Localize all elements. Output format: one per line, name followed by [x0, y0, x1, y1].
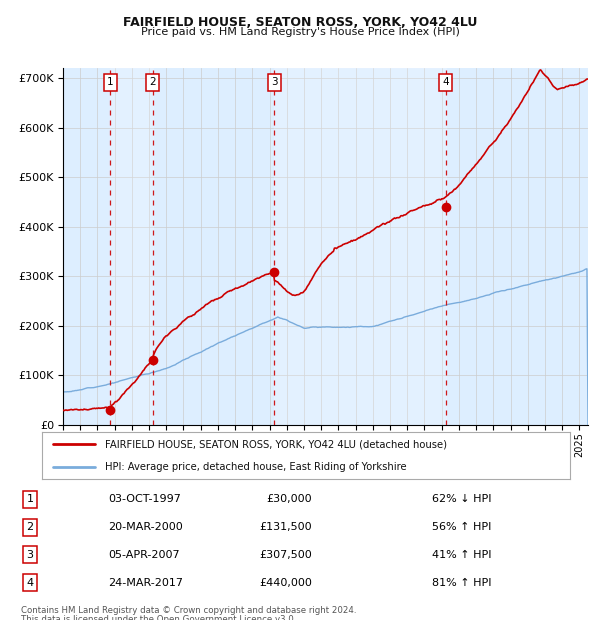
Text: 3: 3 [26, 550, 34, 560]
Text: £131,500: £131,500 [259, 522, 312, 532]
Text: £30,000: £30,000 [266, 494, 312, 504]
Text: 24-MAR-2017: 24-MAR-2017 [108, 578, 183, 588]
Bar [110, 68, 153, 425]
Text: Contains HM Land Registry data © Crown copyright and database right 2024.: Contains HM Land Registry data © Crown c… [21, 606, 356, 616]
Text: 2: 2 [149, 78, 156, 87]
Text: 1: 1 [26, 494, 34, 504]
Text: 05-APR-2007: 05-APR-2007 [108, 550, 179, 560]
Text: 3: 3 [271, 78, 278, 87]
Text: Price paid vs. HM Land Registry's House Price Index (HPI): Price paid vs. HM Land Registry's House … [140, 27, 460, 37]
Text: 2: 2 [26, 522, 34, 532]
Text: 03-OCT-1997: 03-OCT-1997 [108, 494, 181, 504]
Text: FAIRFIELD HOUSE, SEATON ROSS, YORK, YO42 4LU (detached house): FAIRFIELD HOUSE, SEATON ROSS, YORK, YO42… [106, 439, 448, 450]
Text: 4: 4 [442, 78, 449, 87]
Text: 81% ↑ HPI: 81% ↑ HPI [432, 578, 491, 588]
Text: 41% ↑ HPI: 41% ↑ HPI [432, 550, 491, 560]
Text: 62% ↓ HPI: 62% ↓ HPI [432, 494, 491, 504]
Text: 56% ↑ HPI: 56% ↑ HPI [432, 522, 491, 532]
Text: £307,500: £307,500 [259, 550, 312, 560]
Bar [274, 68, 446, 425]
Text: 1: 1 [107, 78, 113, 87]
Text: 20-MAR-2000: 20-MAR-2000 [108, 522, 183, 532]
Text: 4: 4 [26, 578, 34, 588]
Text: HPI: Average price, detached house, East Riding of Yorkshire: HPI: Average price, detached house, East… [106, 461, 407, 472]
Text: This data is licensed under the Open Government Licence v3.0.: This data is licensed under the Open Gov… [21, 615, 296, 620]
Text: FAIRFIELD HOUSE, SEATON ROSS, YORK, YO42 4LU: FAIRFIELD HOUSE, SEATON ROSS, YORK, YO42… [123, 16, 477, 29]
Text: £440,000: £440,000 [259, 578, 312, 588]
